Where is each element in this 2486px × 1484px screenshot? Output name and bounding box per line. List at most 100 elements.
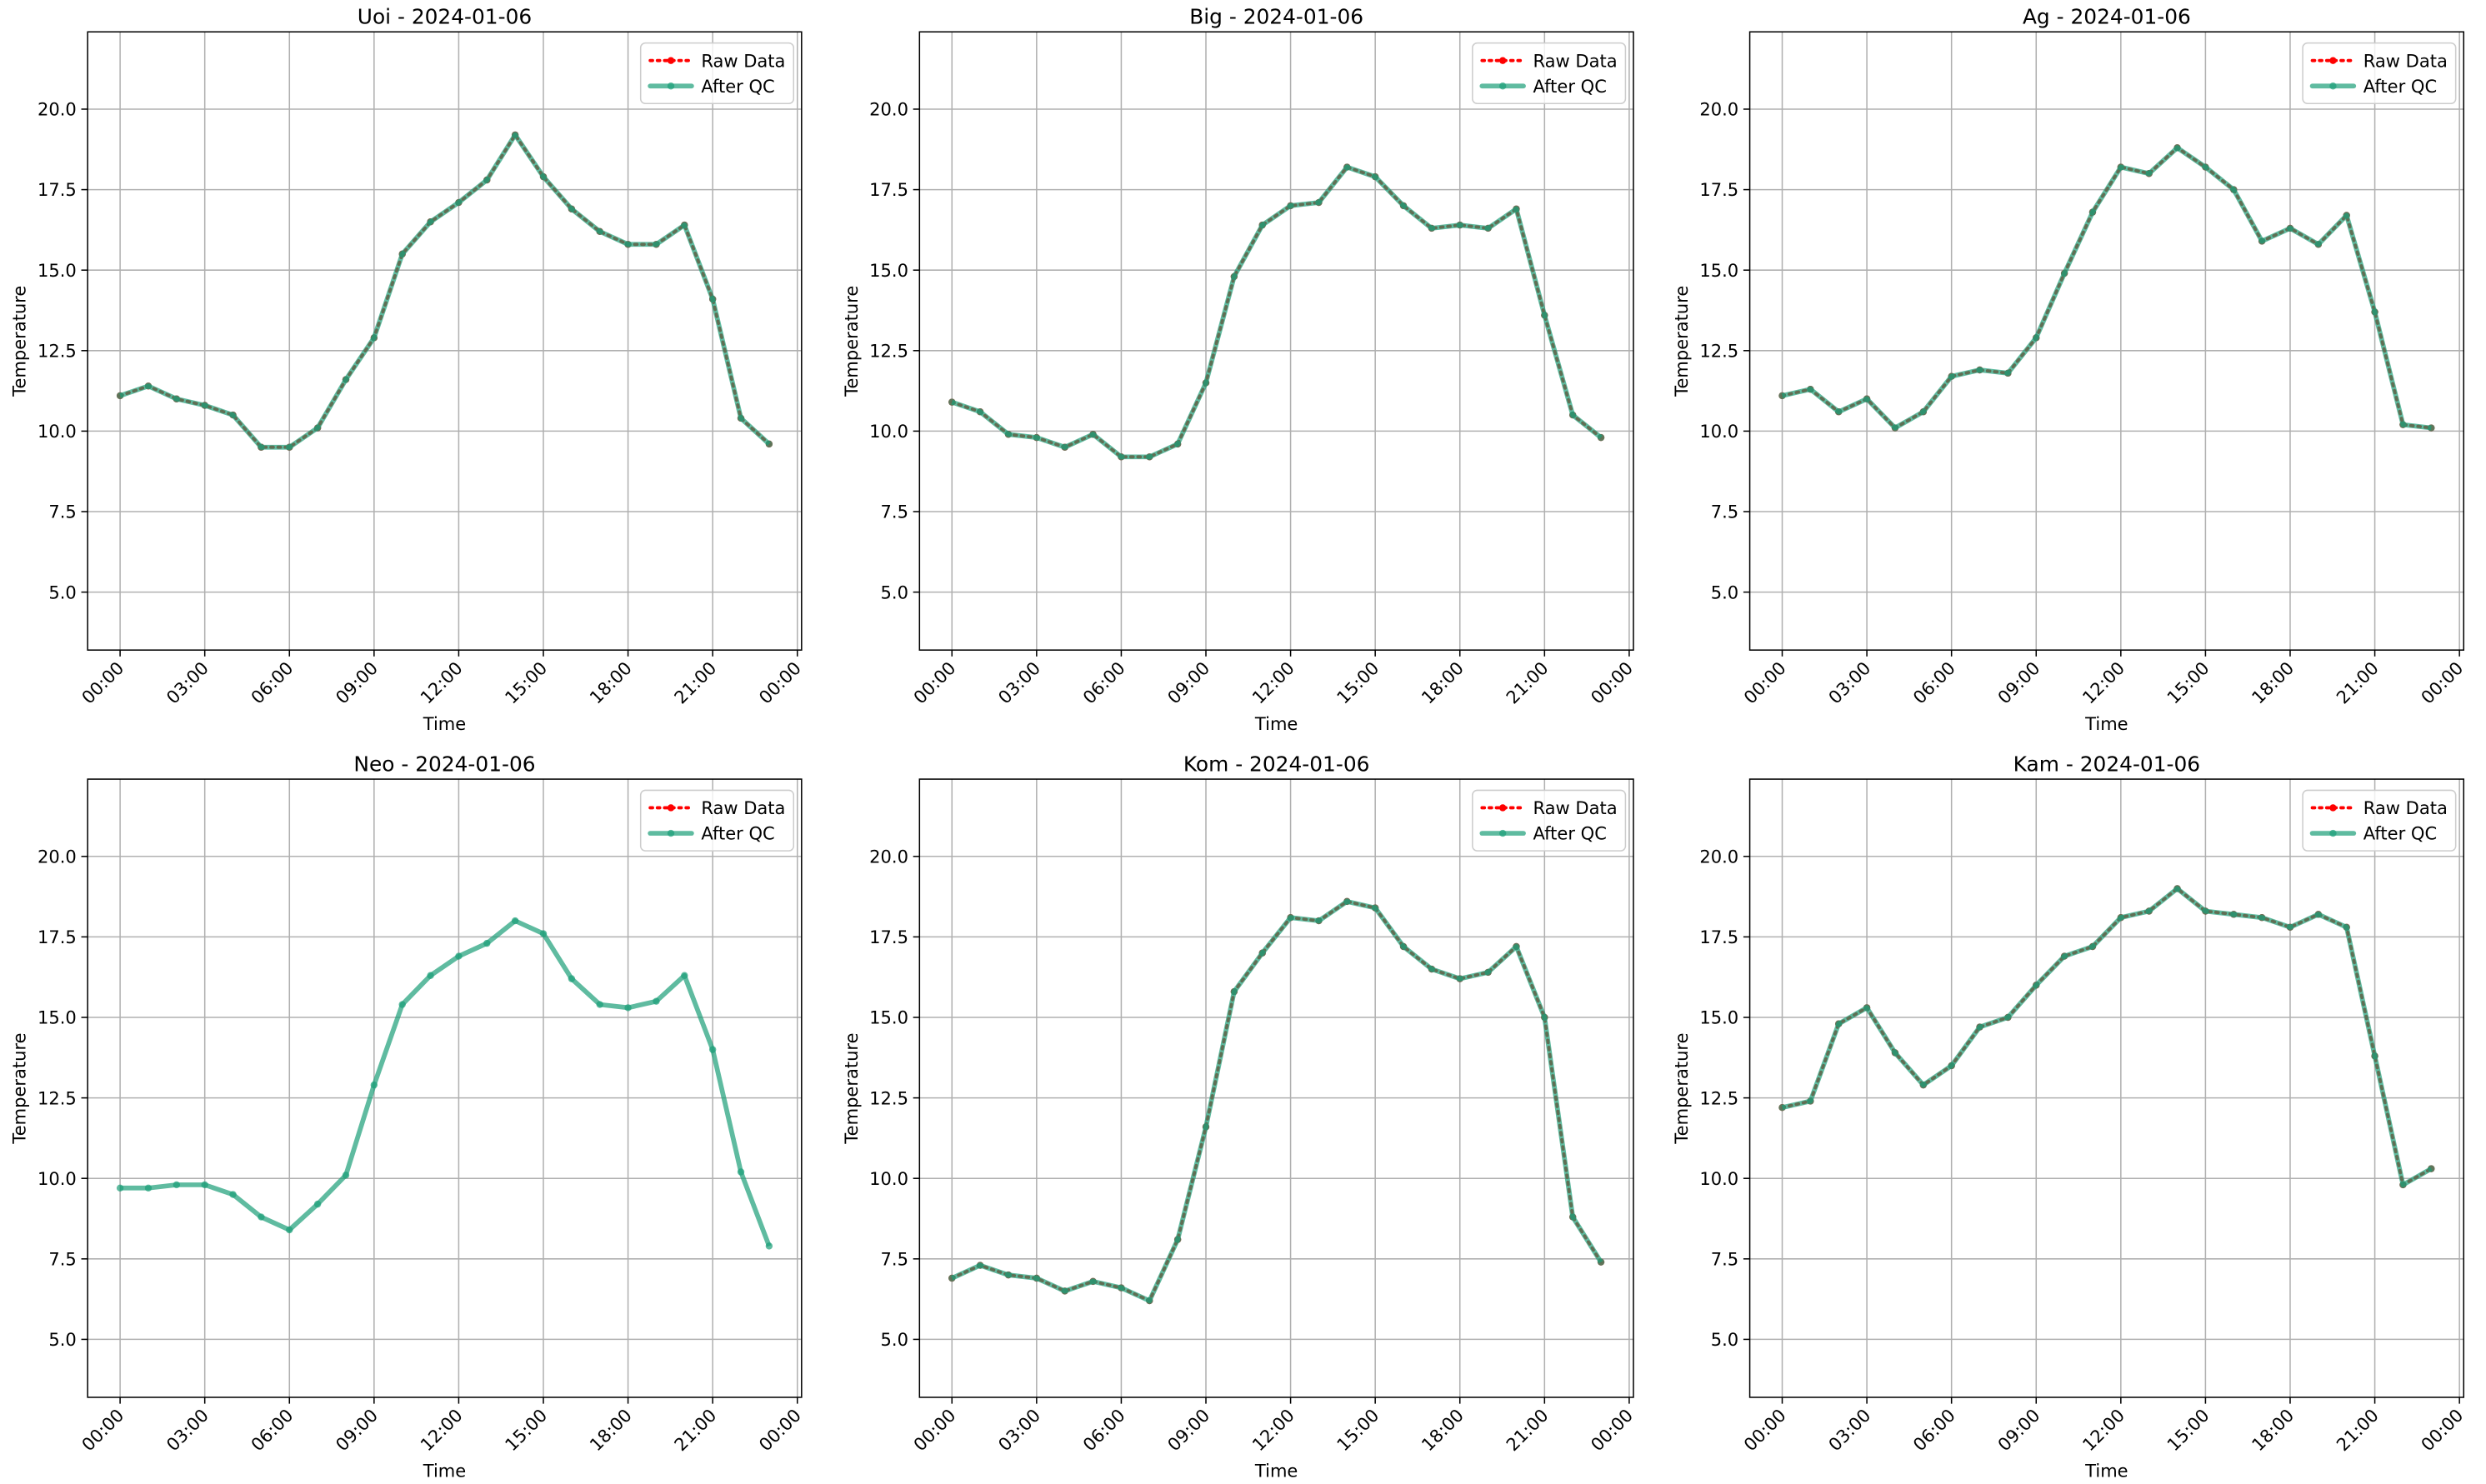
qc-marker xyxy=(1568,1213,1577,1221)
qc-marker xyxy=(2033,334,2040,342)
qc-marker xyxy=(1089,1277,1097,1286)
legend-label: After QC xyxy=(1533,823,1607,844)
qc-marker xyxy=(1343,897,1351,906)
x-tick-label: 06:00 xyxy=(1908,657,1959,708)
qc-marker xyxy=(1948,1062,1955,1070)
qc-marker xyxy=(1428,224,1436,232)
x-tick-label: 18:00 xyxy=(2248,1405,2298,1456)
y-tick-label: 17.5 xyxy=(869,179,908,200)
y-tick-label: 15.0 xyxy=(869,1007,908,1028)
qc-marker xyxy=(427,972,434,979)
qc-marker xyxy=(2343,212,2350,219)
qc-marker xyxy=(455,198,463,207)
qc-marker xyxy=(511,131,519,139)
y-axis-label: Temperature xyxy=(9,286,30,397)
qc-marker xyxy=(681,972,688,979)
x-tick-label: 18:00 xyxy=(1418,657,1468,708)
qc-marker xyxy=(708,295,717,303)
y-tick-label: 12.5 xyxy=(38,1087,77,1108)
x-axis-label: Time xyxy=(1254,1461,1298,1482)
qc-marker xyxy=(2258,914,2266,922)
qc-marker xyxy=(116,392,124,400)
qc-marker xyxy=(1061,443,1068,451)
qc-marker xyxy=(1835,1020,1843,1027)
legend-marker xyxy=(667,57,675,64)
y-tick-label: 7.5 xyxy=(1711,1248,1738,1269)
qc-marker xyxy=(1173,1236,1182,1243)
qc-marker xyxy=(1456,975,1463,982)
y-tick-label: 12.5 xyxy=(38,340,77,361)
legend-marker xyxy=(1498,804,1507,812)
qc-marker xyxy=(765,440,773,448)
qc-marker xyxy=(2371,1052,2378,1060)
x-tick-label: 12:00 xyxy=(1248,1405,1298,1456)
qc-marker xyxy=(173,1181,181,1189)
y-tick-label: 17.5 xyxy=(1699,927,1738,947)
qc-marker xyxy=(948,1274,956,1282)
y-tick-label: 10.0 xyxy=(1699,1168,1738,1189)
qc-marker xyxy=(201,1181,208,1189)
chart-title: Neo - 2024-01-06 xyxy=(353,752,535,776)
x-axis-label: Time xyxy=(423,713,466,734)
x-axis-label: Time xyxy=(2084,1461,2128,1482)
x-tick-label: 18:00 xyxy=(2248,657,2298,708)
x-tick-label: 15:00 xyxy=(2163,657,2213,708)
qc-marker xyxy=(2428,1165,2435,1172)
qc-marker xyxy=(1258,221,1266,229)
qc-marker xyxy=(342,376,350,383)
qc-marker xyxy=(1976,366,1983,374)
qc-marker xyxy=(568,975,576,982)
x-tick-label: 03:00 xyxy=(162,1405,213,1456)
x-tick-label: 15:00 xyxy=(501,1405,552,1456)
qc-marker xyxy=(258,443,265,451)
qc-marker xyxy=(1287,914,1294,922)
qc-marker xyxy=(370,1081,378,1089)
legend-label: After QC xyxy=(1533,76,1607,97)
qc-marker xyxy=(2088,208,2097,216)
y-tick-label: 15.0 xyxy=(38,260,77,281)
legend-marker xyxy=(1498,829,1507,837)
qc-marker xyxy=(737,1168,745,1176)
qc-marker xyxy=(653,241,660,248)
qc-marker xyxy=(1456,221,1463,229)
qc-marker xyxy=(1230,272,1238,281)
x-tick-label: 12:00 xyxy=(2078,1405,2129,1456)
x-tick-label: 03:00 xyxy=(1824,657,1875,708)
qc-marker xyxy=(1004,431,1013,438)
qc-marker xyxy=(1597,1258,1605,1266)
x-tick-label: 06:00 xyxy=(1078,657,1129,708)
y-tick-label: 20.0 xyxy=(869,846,908,867)
subplot: 5.0 7.5 10.0 12.5 15.0 17.5 20.0 00:00 03:00 06:0… xyxy=(1671,5,2467,734)
y-tick-label: 15.0 xyxy=(869,260,908,281)
qc-marker xyxy=(1863,1004,1871,1012)
y-tick-label: 7.5 xyxy=(48,502,76,522)
x-tick-label: 12:00 xyxy=(2078,657,2129,708)
x-tick-label: 21:00 xyxy=(670,1405,721,1456)
y-tick-label: 7.5 xyxy=(48,1248,76,1269)
qc-marker xyxy=(2428,424,2435,432)
qc-marker xyxy=(1807,1097,1814,1105)
x-tick-label: 00:00 xyxy=(1739,1405,1790,1456)
y-tick-label: 12.5 xyxy=(1699,340,1738,361)
x-axis-label: Time xyxy=(1254,713,1298,734)
legend-label: After QC xyxy=(701,76,774,97)
qc-marker xyxy=(1146,453,1153,461)
qc-marker xyxy=(737,414,745,422)
qc-marker xyxy=(2314,241,2323,248)
x-tick-label: 12:00 xyxy=(1248,657,1298,708)
y-tick-label: 17.5 xyxy=(38,927,77,947)
y-tick-label: 12.5 xyxy=(869,340,908,361)
qc-marker xyxy=(2060,269,2068,277)
y-tick-label: 20.0 xyxy=(38,846,77,867)
y-tick-label: 7.5 xyxy=(1711,502,1738,522)
subplot: 5.0 7.5 10.0 12.5 15.0 17.5 20.0 00:00 03:00 06:0… xyxy=(1671,752,2467,1481)
x-tick-label: 06:00 xyxy=(247,1405,298,1456)
qc-marker xyxy=(2371,308,2378,316)
qc-marker xyxy=(2230,911,2238,918)
qc-marker xyxy=(1891,1049,1899,1057)
qc-marker xyxy=(2286,224,2294,232)
qc-marker xyxy=(1371,172,1379,181)
legend-marker xyxy=(2329,57,2337,64)
qc-marker xyxy=(173,395,181,402)
qc-marker xyxy=(2230,186,2238,193)
